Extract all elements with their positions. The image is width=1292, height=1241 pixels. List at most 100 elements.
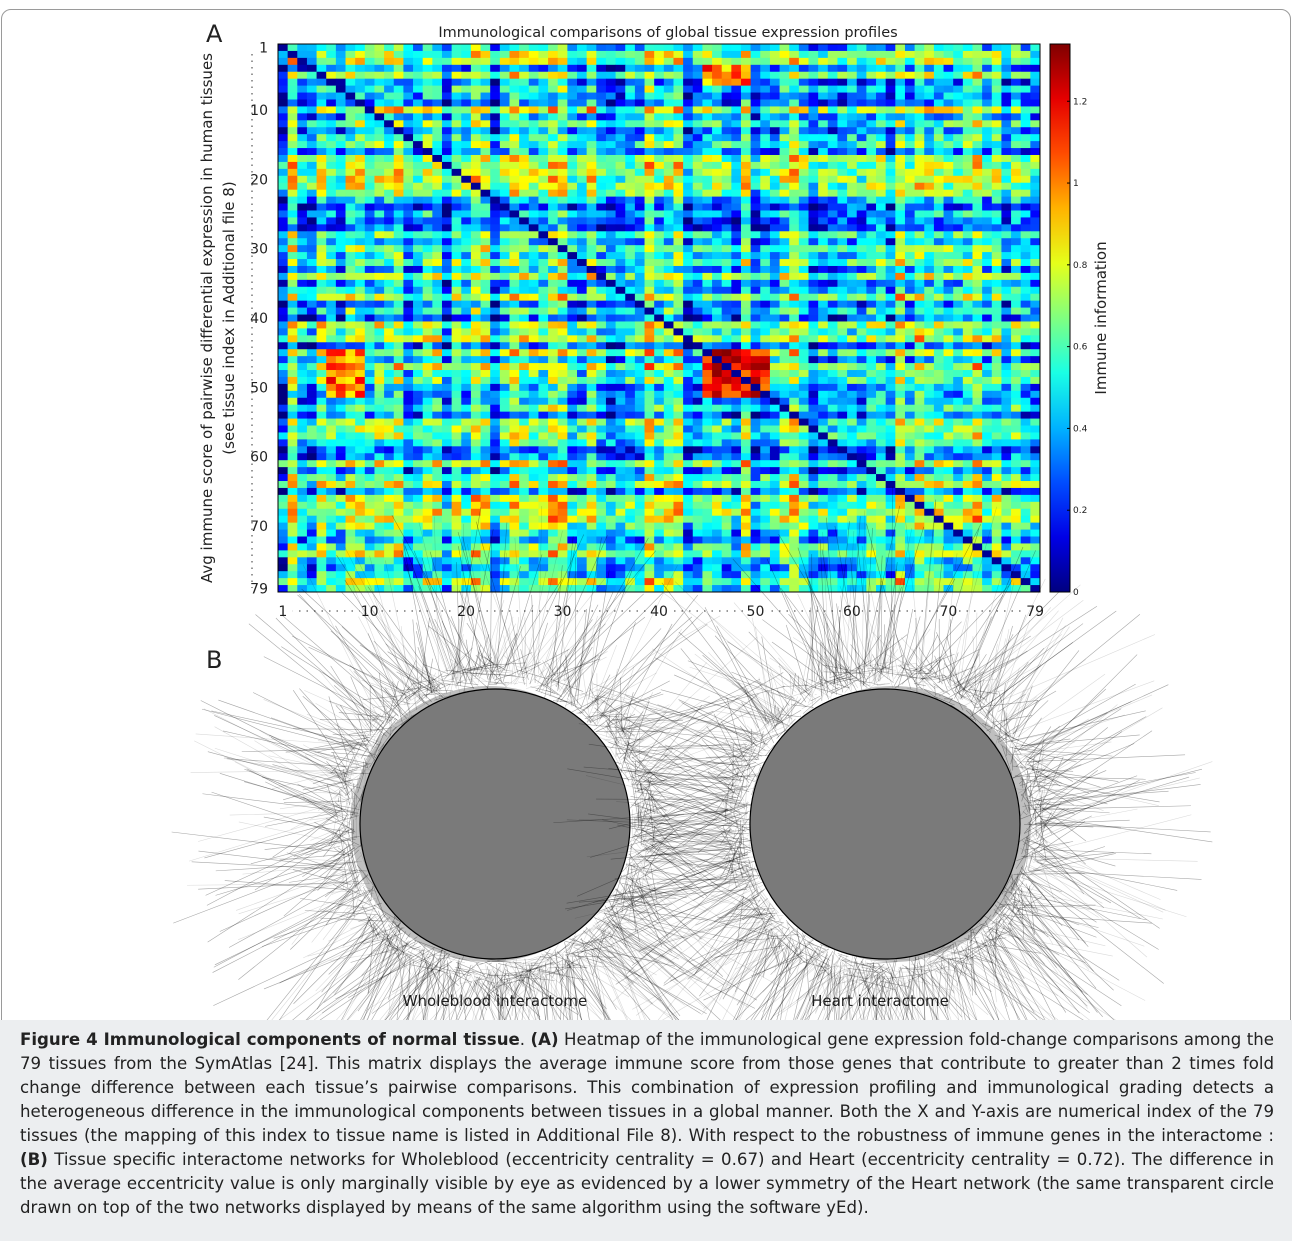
heatmap-cell xyxy=(663,113,674,121)
heatmap-cell xyxy=(567,203,578,211)
heatmap-cell xyxy=(1011,342,1022,350)
heatmap-cell xyxy=(982,175,993,184)
heatmap-cell xyxy=(316,217,327,225)
heatmap-cell xyxy=(316,238,327,246)
heatmap-cell xyxy=(673,238,684,246)
heatmap-cell xyxy=(441,314,453,322)
heatmap-cell xyxy=(548,78,559,87)
heatmap-cell xyxy=(692,154,703,163)
heatmap-cell xyxy=(432,363,443,371)
heatmap-cell xyxy=(904,71,916,80)
heatmap-cell xyxy=(876,141,887,149)
heatmap-cell xyxy=(972,418,983,426)
heatmap-cell xyxy=(885,120,896,128)
heatmap-cell xyxy=(316,390,327,399)
heatmap-cell xyxy=(721,252,732,260)
heatmap-cell xyxy=(962,404,973,413)
heatmap-cell xyxy=(712,404,723,413)
heatmap-cell xyxy=(914,356,925,364)
heatmap-cell xyxy=(712,238,723,246)
heatmap-cell xyxy=(904,363,916,371)
heatmap-cell xyxy=(1030,446,1041,454)
heatmap-cell xyxy=(557,432,568,440)
heatmap-cell xyxy=(847,106,858,114)
heatmap-cell xyxy=(712,397,723,406)
heatmap-cell xyxy=(982,397,993,406)
heatmap-cell xyxy=(490,92,501,100)
heatmap-cell xyxy=(480,342,491,350)
heatmap-cell xyxy=(789,335,800,343)
heatmap-cell xyxy=(1001,154,1012,163)
heatmap-cell xyxy=(335,328,346,336)
heatmap-cell xyxy=(519,356,530,364)
heatmap-cell xyxy=(933,259,944,267)
heatmap-cell xyxy=(866,418,877,426)
heatmap-cell xyxy=(403,113,414,121)
heatmap-cell xyxy=(374,189,385,198)
heatmap-cell xyxy=(827,78,838,87)
heatmap-cell xyxy=(461,425,472,433)
heatmap-cell xyxy=(596,293,607,302)
heatmap-cell xyxy=(789,356,800,364)
heatmap-cell xyxy=(287,363,298,371)
heatmap-cell xyxy=(1030,383,1041,392)
heatmap-cell xyxy=(769,307,780,315)
heatmap-cell xyxy=(779,335,790,343)
heatmap-cell xyxy=(798,238,809,246)
heatmap-cell xyxy=(528,196,539,204)
heatmap-cell xyxy=(1001,279,1012,288)
heatmap-cell xyxy=(731,231,742,239)
heatmap-cell xyxy=(451,120,462,128)
heatmap-cell xyxy=(962,252,973,260)
heatmap-cell xyxy=(297,383,308,392)
heatmap-cell xyxy=(1011,390,1022,399)
heatmap-cell xyxy=(567,328,578,336)
heatmap-cell xyxy=(625,474,636,482)
heatmap-cell xyxy=(615,224,626,232)
heatmap-cell xyxy=(856,286,867,295)
heatmap-cell xyxy=(895,189,906,198)
heatmap-cell xyxy=(306,259,317,267)
heatmap-cell xyxy=(316,342,327,350)
heatmap-cell xyxy=(750,71,761,80)
heatmap-cell xyxy=(335,356,346,364)
heatmap-cell xyxy=(548,418,559,426)
heatmap-cell xyxy=(827,370,838,378)
heatmap-cell xyxy=(750,259,761,267)
heatmap-cell xyxy=(1001,252,1012,260)
heatmap-cell xyxy=(760,321,771,329)
heatmap-cell xyxy=(692,279,703,288)
heatmap-cell xyxy=(413,203,424,211)
heatmap-cell xyxy=(306,265,317,274)
heatmap-cell xyxy=(654,259,665,267)
heatmap-cell xyxy=(278,64,289,73)
heatmap-cell xyxy=(615,279,626,288)
heatmap-cell xyxy=(509,376,520,385)
heatmap-cell xyxy=(991,404,1002,413)
heatmap-cell xyxy=(837,175,848,184)
heatmap-cell xyxy=(557,64,568,73)
heatmap-cell xyxy=(866,349,877,357)
heatmap-cell xyxy=(335,335,346,343)
heatmap-cell xyxy=(943,168,954,177)
heatmap-cell xyxy=(605,383,616,392)
heatmap-cell xyxy=(480,335,491,343)
heatmap-cell xyxy=(586,231,597,239)
heatmap-cell xyxy=(297,196,308,204)
heatmap-cell xyxy=(644,460,655,468)
heatmap-cell xyxy=(740,210,752,218)
heatmap-cell xyxy=(779,418,790,426)
heatmap-cell xyxy=(1001,245,1012,253)
heatmap-cell xyxy=(962,432,973,440)
heatmap-cell xyxy=(1020,286,1031,295)
heatmap-cell xyxy=(962,349,973,357)
heatmap-cell xyxy=(335,446,346,454)
heatmap-cell xyxy=(364,259,375,267)
heatmap-cell xyxy=(760,168,771,177)
heatmap-cell xyxy=(895,127,906,135)
heatmap-cell xyxy=(625,154,636,163)
heatmap-cell xyxy=(798,376,809,385)
heatmap-cell xyxy=(721,453,732,461)
heatmap-cell xyxy=(856,189,867,198)
heatmap-cell xyxy=(654,376,665,385)
